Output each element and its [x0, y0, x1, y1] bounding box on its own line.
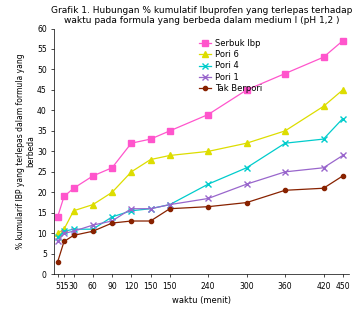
Pori 6 [91, 203, 95, 207]
Tak Berpori [91, 230, 95, 233]
Serbuk Ibp [168, 129, 172, 133]
Line: Tak Berpori: Tak Berpori [56, 174, 345, 264]
Serbuk Ibp [206, 113, 210, 116]
Pori 4 [206, 182, 210, 186]
Tak Berpori [283, 188, 287, 192]
Pori 4 [168, 203, 172, 207]
Pori 4 [72, 227, 76, 231]
Tak Berpori [72, 234, 76, 237]
Pori 6 [72, 209, 76, 213]
Pori 1 [283, 170, 287, 174]
X-axis label: waktu (menit): waktu (menit) [172, 296, 231, 305]
Serbuk Ibp [56, 215, 60, 219]
Pori 6 [168, 154, 172, 157]
Legend: Serbuk Ibp, Pori 6, Pori 4, Pori 1, Tak Berpori: Serbuk Ibp, Pori 6, Pori 4, Pori 1, Tak … [197, 38, 263, 94]
Serbuk Ibp [148, 137, 153, 141]
Pori 1 [321, 166, 326, 169]
Serbuk Ibp [283, 72, 287, 76]
Pori 4 [245, 166, 249, 169]
Serbuk Ibp [91, 174, 95, 178]
Pori 4 [321, 137, 326, 141]
Pori 4 [56, 235, 60, 239]
Serbuk Ibp [72, 186, 76, 190]
Pori 4 [62, 230, 66, 233]
Pori 4 [148, 207, 153, 211]
Serbuk Ibp [62, 195, 66, 198]
Serbuk Ibp [129, 141, 134, 145]
Pori 6 [206, 150, 210, 153]
Tak Berpori [62, 239, 66, 243]
Pori 4 [110, 215, 114, 219]
Title: Grafik 1. Hubungan % kumulatif Ibuprofen yang terlepas terhadap
waktu pada formu: Grafik 1. Hubungan % kumulatif Ibuprofen… [51, 6, 352, 25]
Line: Serbuk Ibp: Serbuk Ibp [55, 38, 346, 220]
Tak Berpori [110, 221, 114, 225]
Tak Berpori [148, 219, 153, 223]
Pori 6 [62, 227, 66, 231]
Tak Berpori [341, 174, 345, 178]
Tak Berpori [245, 201, 249, 204]
Pori 4 [129, 209, 134, 213]
Pori 1 [56, 239, 60, 243]
Serbuk Ibp [341, 39, 345, 43]
Tak Berpori [206, 205, 210, 209]
Pori 6 [245, 141, 249, 145]
Pori 6 [129, 170, 134, 174]
Tak Berpori [129, 219, 134, 223]
Pori 4 [341, 117, 345, 120]
Tak Berpori [321, 186, 326, 190]
Pori 1 [62, 231, 66, 235]
Pori 6 [321, 104, 326, 108]
Line: Pori 1: Pori 1 [55, 153, 346, 244]
Pori 6 [56, 231, 60, 235]
Pori 6 [110, 190, 114, 194]
Pori 1 [110, 219, 114, 223]
Tak Berpori [56, 260, 60, 264]
Line: Pori 4: Pori 4 [55, 116, 346, 240]
Pori 1 [168, 203, 172, 207]
Y-axis label: % kumularif IBP yang terlepas dalam formula yang
berbeda: % kumularif IBP yang terlepas dalam form… [16, 53, 36, 249]
Pori 4 [91, 227, 95, 231]
Pori 6 [148, 158, 153, 161]
Line: Pori 6: Pori 6 [55, 87, 346, 236]
Pori 1 [72, 230, 76, 233]
Serbuk Ibp [245, 88, 249, 92]
Pori 6 [341, 88, 345, 92]
Pori 6 [283, 129, 287, 133]
Pori 1 [245, 182, 249, 186]
Pori 1 [148, 207, 153, 211]
Tak Berpori [168, 207, 172, 211]
Pori 1 [206, 197, 210, 200]
Pori 1 [129, 207, 134, 211]
Serbuk Ibp [110, 166, 114, 169]
Pori 4 [283, 141, 287, 145]
Pori 1 [341, 154, 345, 157]
Serbuk Ibp [321, 55, 326, 59]
Pori 1 [91, 223, 95, 227]
